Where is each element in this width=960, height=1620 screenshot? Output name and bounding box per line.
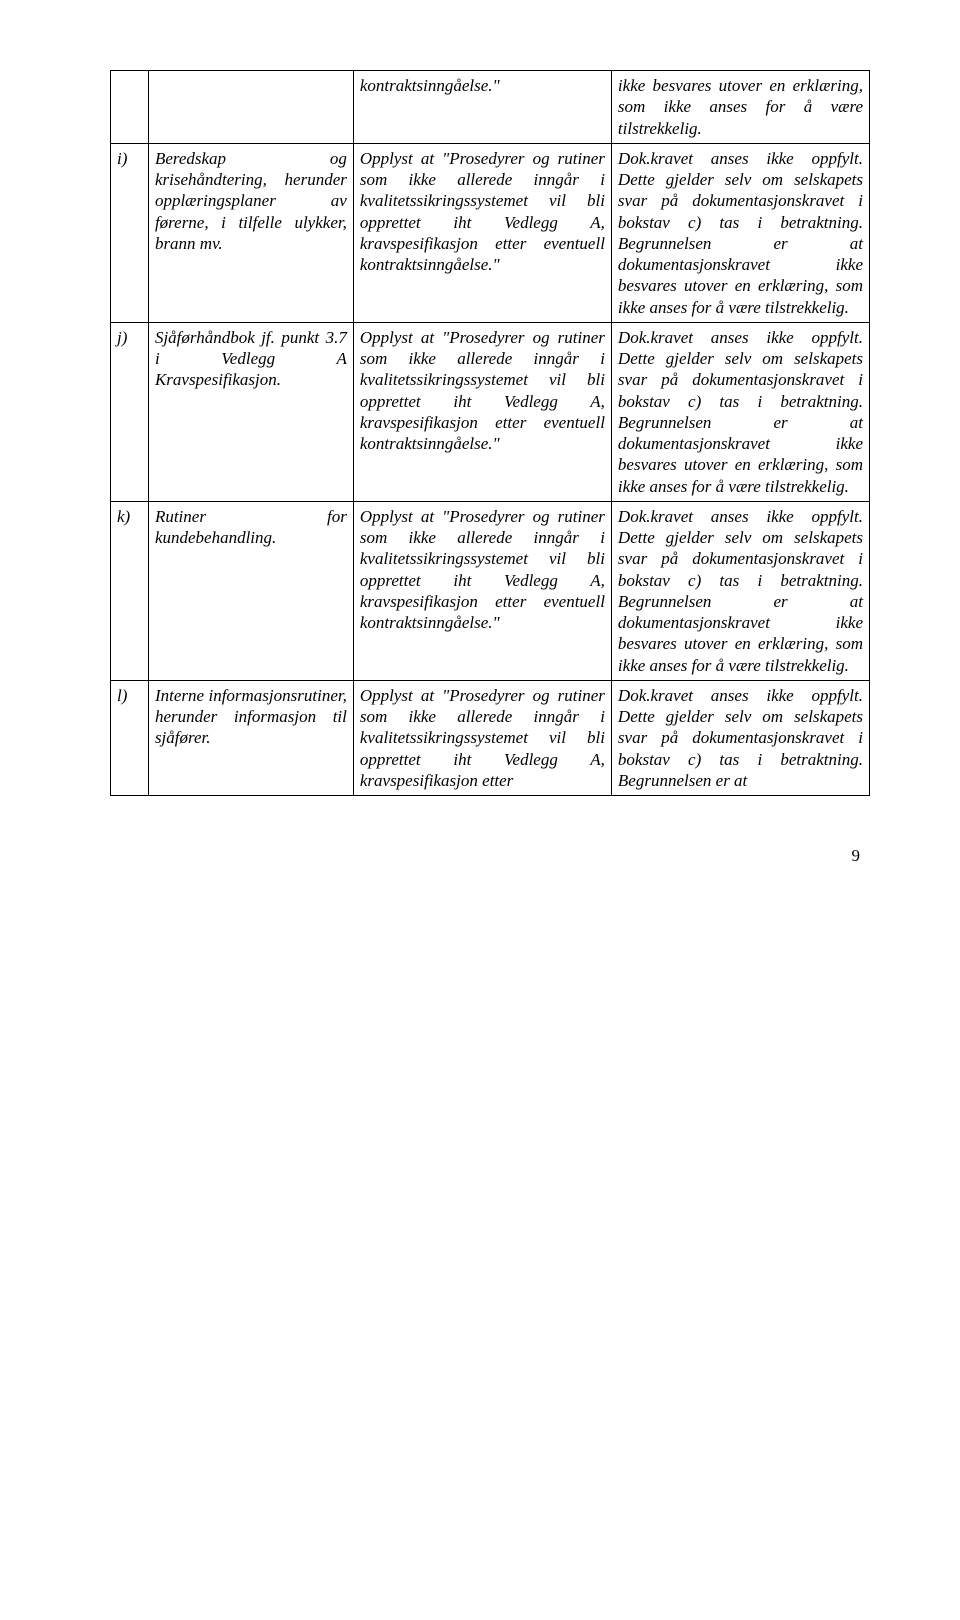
row-col4: Dok.kravet anses ikke oppfylt. Dette gje… [611,143,869,322]
row-col4: Dok.kravet anses ikke oppfylt. Dette gje… [611,501,869,680]
document-page: kontraktsinngåelse." ikke besvares utove… [0,0,960,906]
table-row: i) Beredskap og krisehåndtering, herunde… [111,143,870,322]
table-row: k) Rutiner for kundebehandling. Opplyst … [111,501,870,680]
row-label: k) [111,501,149,680]
content-table: kontraktsinngåelse." ikke besvares utove… [110,70,870,796]
row-col3: kontraktsinngåelse." [353,71,611,144]
row-col4: Dok.kravet anses ikke oppfylt. Dette gje… [611,680,869,795]
row-col3: Opplyst at "Prosedyrer og rutiner som ik… [353,143,611,322]
table-row: kontraktsinngåelse." ikke besvares utove… [111,71,870,144]
row-label: l) [111,680,149,795]
row-label [111,71,149,144]
table-row: j) Sjåførhåndbok jf. punkt 3.7 i Vedlegg… [111,322,870,501]
row-col2: Beredskap og krisehåndtering, herunder o… [148,143,353,322]
table-row: l) Interne informasjonsrutiner, herunder… [111,680,870,795]
row-col2: Interne informasjonsrutiner, herunder in… [148,680,353,795]
row-label: i) [111,143,149,322]
row-col4: ikke besvares utover en erklæring, som i… [611,71,869,144]
row-col2 [148,71,353,144]
row-col3: Opplyst at "Prosedyrer og rutiner som ik… [353,322,611,501]
row-col2: Rutiner for kundebehandling. [148,501,353,680]
row-col4: Dok.kravet anses ikke oppfylt. Dette gje… [611,322,869,501]
row-col2: Sjåførhåndbok jf. punkt 3.7 i Vedlegg A … [148,322,353,501]
row-col3: Opplyst at "Prosedyrer og rutiner som ik… [353,501,611,680]
row-label: j) [111,322,149,501]
row-col3: Opplyst at "Prosedyrer og rutiner som ik… [353,680,611,795]
page-number: 9 [110,846,860,866]
